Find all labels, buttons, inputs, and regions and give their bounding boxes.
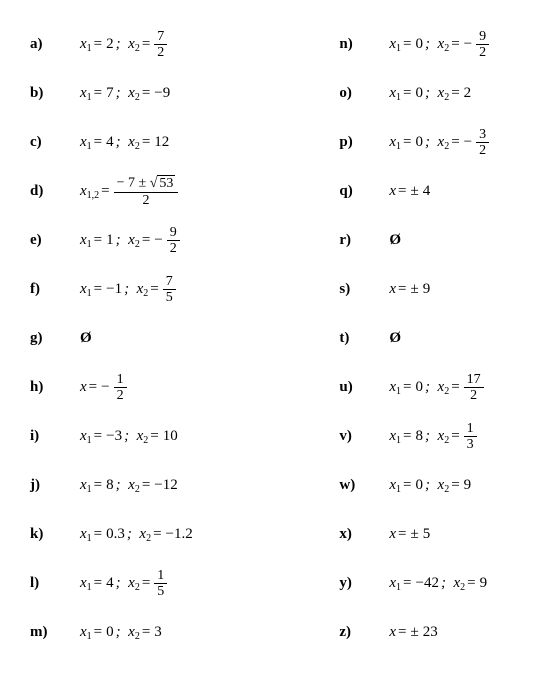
answer-row: a)x1 = 2; x2 = 72: [30, 20, 339, 69]
item-math: x = − 12: [80, 372, 129, 404]
answer-row: v)x1 = 8; x2 = 13: [339, 412, 529, 461]
item-label: g): [30, 330, 80, 347]
item-label: h): [30, 379, 80, 396]
item-label: d): [30, 183, 80, 200]
answer-row: m)x1 = 0; x2 = 3: [30, 608, 339, 657]
answer-row: h)x = − 12: [30, 363, 339, 412]
item-label: n): [339, 36, 389, 53]
item-label: v): [339, 428, 389, 445]
item-math: x = ± 4: [389, 183, 432, 200]
item-math: Ø: [80, 330, 92, 347]
answer-row: f)x1 = −1; x2 = 75: [30, 265, 339, 314]
item-label: s): [339, 281, 389, 298]
item-math: x1 = 0; x2 = 9: [389, 477, 473, 494]
item-math: x1 = 4; x2 = 12: [80, 134, 171, 151]
item-label: l): [30, 575, 80, 592]
item-math: x1,2 = − 7 ± 532: [80, 175, 180, 208]
answer-row: p)x1 = 0; x2 = − 32: [339, 118, 529, 167]
answer-row: i)x1 = −3; x2 = 10: [30, 412, 339, 461]
item-label: z): [339, 624, 389, 641]
item-label: t): [339, 330, 389, 347]
item-math: x1 = 4; x2 = 15: [80, 568, 169, 600]
answer-row: l)x1 = 4; x2 = 15: [30, 559, 339, 608]
item-math: Ø: [389, 232, 401, 249]
item-math: x1 = −3; x2 = 10: [80, 428, 180, 445]
left-column: a)x1 = 2; x2 = 72b)x1 = 7; x2 = −9c)x1 =…: [30, 20, 339, 657]
item-math: x1 = 0; x2 = − 32: [389, 127, 491, 159]
item-label: f): [30, 281, 80, 298]
item-math: x1 = 2; x2 = 72: [80, 29, 169, 61]
answer-row: r)Ø: [339, 216, 529, 265]
item-label: b): [30, 85, 80, 102]
item-label: j): [30, 477, 80, 494]
answer-row: z)x = ± 23: [339, 608, 529, 657]
item-label: x): [339, 526, 389, 543]
item-math: x1 = −1; x2 = 75: [80, 274, 178, 306]
item-label: e): [30, 232, 80, 249]
item-label: a): [30, 36, 80, 53]
item-math: x = ± 23: [389, 624, 439, 641]
answer-row: c)x1 = 4; x2 = 12: [30, 118, 339, 167]
item-math: Ø: [389, 330, 401, 347]
item-label: p): [339, 134, 389, 151]
item-label: c): [30, 134, 80, 151]
answer-row: o)x1 = 0; x2 = 2: [339, 69, 529, 118]
answer-row: e)x1 = 1; x2 = − 92: [30, 216, 339, 265]
item-label: y): [339, 575, 389, 592]
item-math: x1 = 8; x2 = 13: [389, 421, 478, 453]
item-math: x1 = 1; x2 = − 92: [80, 225, 182, 257]
answer-container: a)x1 = 2; x2 = 72b)x1 = 7; x2 = −9c)x1 =…: [30, 20, 529, 657]
item-math: x1 = 0.3; x2 = −1.2: [80, 526, 195, 543]
answer-row: n)x1 = 0; x2 = − 92: [339, 20, 529, 69]
item-label: k): [30, 526, 80, 543]
answer-row: w)x1 = 0; x2 = 9: [339, 461, 529, 510]
item-math: x1 = 0; x2 = 2: [389, 85, 473, 102]
item-label: q): [339, 183, 389, 200]
item-label: r): [339, 232, 389, 249]
answer-row: k)x1 = 0.3; x2 = −1.2: [30, 510, 339, 559]
answer-row: u)x1 = 0; x2 = 172: [339, 363, 529, 412]
item-math: x1 = 0; x2 = 3: [80, 624, 164, 641]
item-math: x = ± 9: [389, 281, 432, 298]
item-math: x1 = 0; x2 = 172: [389, 372, 485, 404]
item-math: x1 = 8; x2 = −12: [80, 477, 180, 494]
answer-row: g)Ø: [30, 314, 339, 363]
item-label: u): [339, 379, 389, 396]
item-math: x1 = 0; x2 = − 92: [389, 29, 491, 61]
answer-row: t)Ø: [339, 314, 529, 363]
item-label: o): [339, 85, 389, 102]
answer-row: y)x1 = −42; x2 = 9: [339, 559, 529, 608]
answer-row: s)x = ± 9: [339, 265, 529, 314]
item-label: w): [339, 477, 389, 494]
item-math: x1 = −42; x2 = 9: [389, 575, 489, 592]
item-label: m): [30, 624, 80, 641]
answer-row: x)x = ± 5: [339, 510, 529, 559]
right-column: n)x1 = 0; x2 = − 92o)x1 = 0; x2 = 2p)x1 …: [339, 20, 529, 657]
item-math: x1 = 7; x2 = −9: [80, 85, 172, 102]
answer-row: b)x1 = 7; x2 = −9: [30, 69, 339, 118]
item-math: x = ± 5: [389, 526, 432, 543]
answer-row: d)x1,2 = − 7 ± 532: [30, 167, 339, 216]
item-label: i): [30, 428, 80, 445]
answer-row: q)x = ± 4: [339, 167, 529, 216]
answer-row: j)x1 = 8; x2 = −12: [30, 461, 339, 510]
